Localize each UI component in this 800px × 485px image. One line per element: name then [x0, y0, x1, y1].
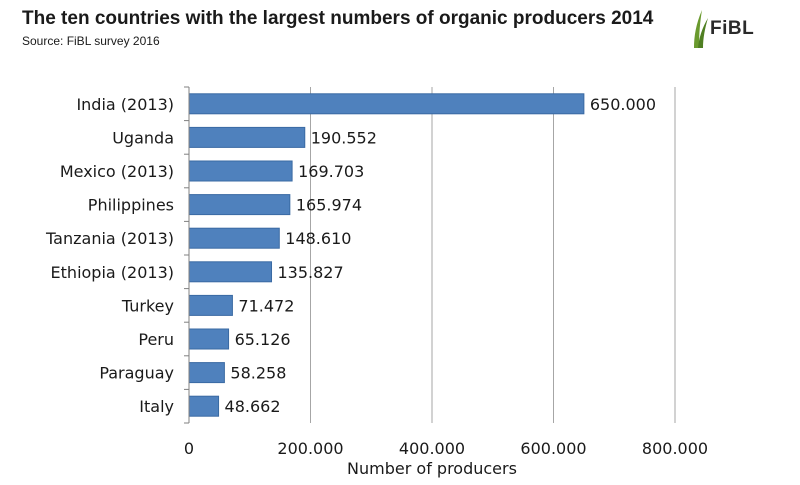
chart-source: Source: FiBL survey 2016: [22, 34, 160, 48]
bar-6: [188, 294, 233, 316]
bar-5: [188, 261, 273, 283]
bar-1: [188, 126, 306, 148]
data-labels: 650.000 190.552 169.703 165.974 148.610 135.8…: [225, 95, 656, 416]
x-tick-label-4: 800.000: [642, 439, 708, 458]
data-label-8: 58.258: [230, 364, 286, 383]
data-label-6: 71.472: [238, 296, 294, 315]
x-tick-label-3: 600.000: [520, 439, 586, 458]
category-label-7: Peru: [138, 330, 174, 349]
data-label-7: 65.126: [235, 330, 291, 349]
axes: [184, 86, 190, 424]
category-label-4: Tanzania (2013): [45, 229, 174, 248]
bars: [188, 93, 585, 417]
gridlines: [310, 87, 676, 423]
category-label-5: Ethiopia (2013): [51, 263, 174, 282]
logo-text: FiBL: [710, 18, 755, 39]
x-tick-labels: 0 200.000 400.000 600.000 800.000: [184, 439, 708, 458]
category-label-2: Mexico (2013): [60, 162, 174, 181]
chart-title: The ten countries with the largest numbe…: [22, 8, 654, 29]
data-label-3: 165.974: [296, 196, 362, 215]
bar-3: [188, 194, 291, 216]
fibl-logo: FiBL: [688, 6, 788, 50]
bar-7: [188, 328, 230, 350]
category-label-3: Philippines: [88, 196, 174, 215]
x-tick-label-2: 400.000: [399, 439, 465, 458]
bar-9: [188, 395, 220, 417]
category-label-0: India (2013): [76, 95, 174, 114]
leaf-icon: [694, 10, 708, 48]
category-label-1: Uganda: [112, 128, 174, 147]
category-labels: India (2013) Uganda Mexico (2013) Philippin…: [45, 95, 174, 416]
x-axis-title: Number of producers: [347, 459, 517, 478]
x-tick-label-1: 200.000: [277, 439, 343, 458]
x-tick-label-0: 0: [184, 439, 194, 458]
category-label-6: Turkey: [121, 296, 174, 315]
bar-4: [188, 227, 280, 249]
data-label-1: 190.552: [311, 128, 377, 147]
data-label-5: 135.827: [278, 263, 344, 282]
data-label-0: 650.000: [590, 95, 656, 114]
category-label-8: Paraguay: [99, 364, 174, 383]
bar-2: [188, 160, 293, 182]
category-label-9: Italy: [139, 397, 174, 416]
bar-0: [188, 93, 585, 115]
data-label-9: 48.662: [225, 397, 281, 416]
bar-8: [188, 362, 225, 384]
data-label-4: 148.610: [285, 229, 351, 248]
data-label-2: 169.703: [298, 162, 364, 181]
